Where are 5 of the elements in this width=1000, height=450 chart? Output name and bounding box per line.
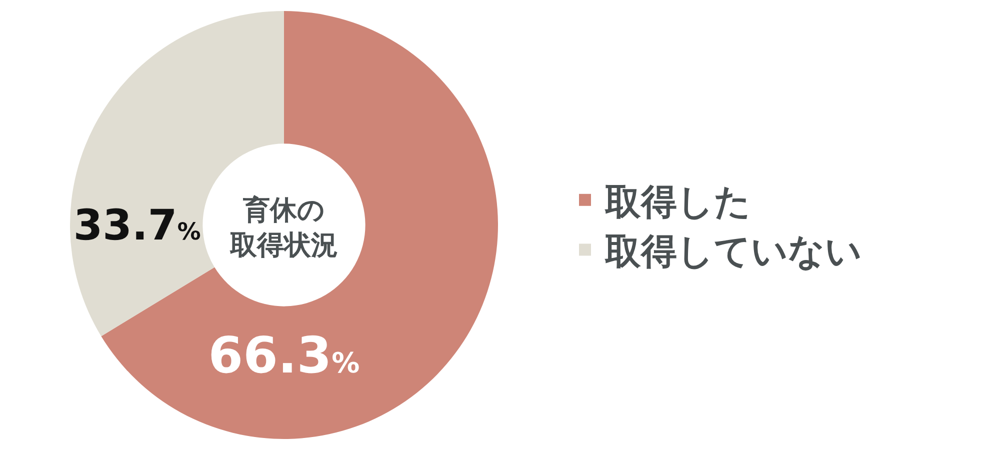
legend-label: 取得していない: [604, 232, 862, 273]
text: 育休の取得状況: [229, 194, 338, 262]
data-label: 66.3%: [208, 326, 360, 384]
data-label: 33.7%: [73, 200, 201, 250]
legend-label: 取得した: [604, 182, 751, 223]
